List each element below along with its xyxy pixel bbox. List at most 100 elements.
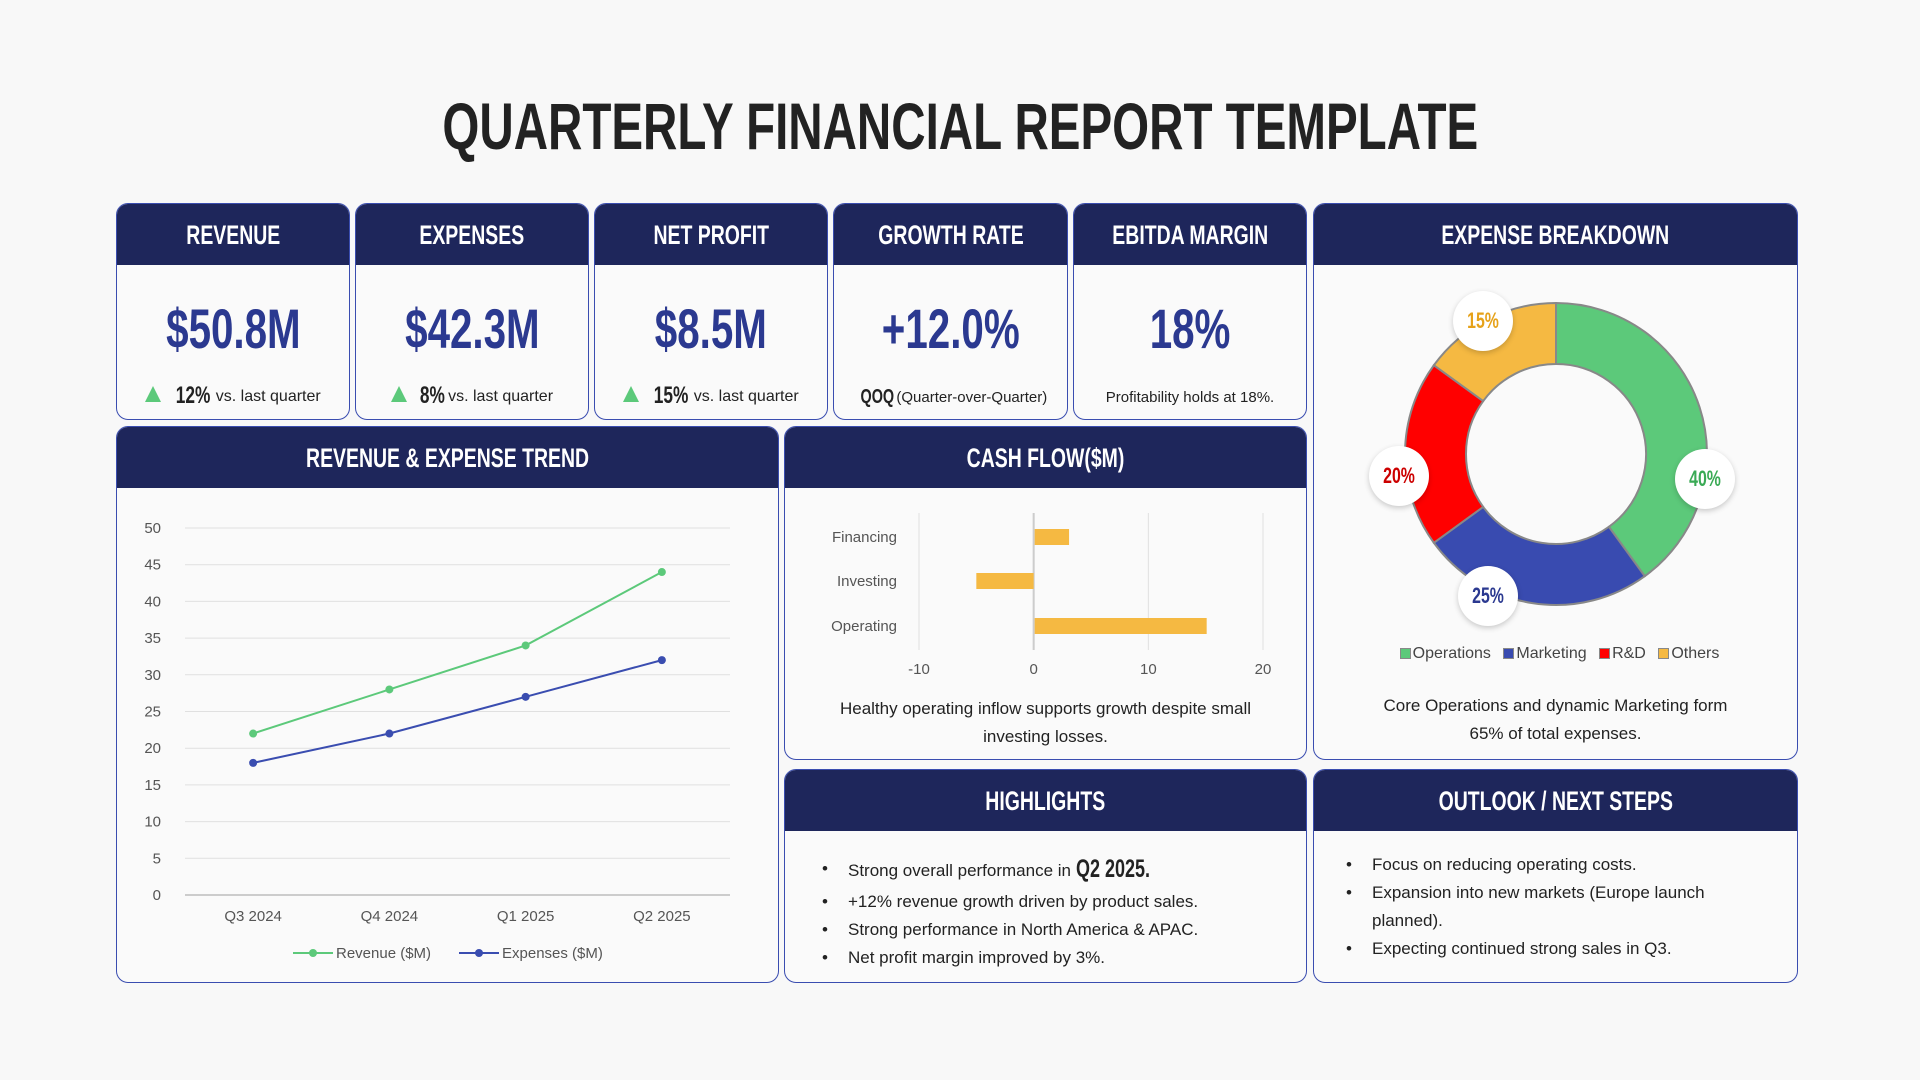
- cashflow-card: CASH FLOW($M) -10 0 10 20 Financing Investing…: [784, 426, 1307, 760]
- legend-label: Expenses ($M): [502, 945, 603, 962]
- x-tick-label: Q4 2024: [361, 908, 419, 925]
- legend-swatch: [1503, 648, 1515, 659]
- bar-chart: -10 0 10 20 Financing Investing Operating: [831, 513, 1272, 678]
- x-tick-label: Q2 2025: [633, 908, 691, 925]
- y-tick-label: 50: [144, 520, 161, 537]
- outlook-list: Focus on reducing operating costs. Expan…: [1346, 851, 1762, 963]
- x-tick-label: Q3 2024: [224, 908, 282, 925]
- data-point: [657, 568, 666, 577]
- x-tick-label: -10: [908, 661, 930, 678]
- y-category-label: Operating: [831, 618, 897, 635]
- kpi-value: 18%: [1149, 297, 1231, 360]
- x-tick-label: 10: [1140, 661, 1157, 678]
- kpi-suffix: Profitability holds at 18%.: [1105, 389, 1275, 406]
- y-category-label: Financing: [832, 529, 897, 546]
- list-item: Expansion into new markets (Europe launc…: [1346, 879, 1762, 935]
- card-title: CASH FLOW($M): [966, 443, 1125, 473]
- highlights-card: HIGHLIGHTS Strong overall performance in…: [784, 769, 1307, 983]
- donut-slice: [1555, 301, 1708, 578]
- list-item: Strong overall performance in Q2 2025.: [822, 852, 1198, 888]
- donut-label-rnd: 20%: [1369, 446, 1429, 506]
- y-tick-label: 40: [144, 593, 161, 610]
- series-line: [252, 571, 663, 735]
- data-point: [521, 641, 530, 650]
- y-tick-label: 30: [144, 667, 161, 684]
- donut-label-operations: 40%: [1675, 449, 1735, 509]
- kpi-card-growth-rate: GROWTH RATE +12.0% QOQ (Quarter-over-Quar…: [833, 203, 1068, 420]
- expense-breakdown-card: EXPENSE BREAKDOWN 40% 25% 20% 15% Operat…: [1313, 203, 1798, 760]
- y-tick-label: 35: [144, 630, 161, 647]
- breakdown-caption: Core Operations and dynamic Marketing fo…: [1383, 696, 1728, 743]
- x-tick-label: Q1 2025: [497, 908, 555, 925]
- kpi-value: $42.3M: [404, 297, 540, 360]
- data-point: [249, 729, 258, 738]
- kpi-label: GROWTH RATE: [877, 220, 1024, 250]
- series-line: [252, 659, 663, 764]
- card-title: HIGHLIGHTS: [985, 786, 1106, 816]
- y-tick-label: 45: [144, 557, 161, 574]
- legend-swatch: [1599, 648, 1611, 659]
- legend-item: Marketing: [1516, 645, 1587, 662]
- cashflow-caption: Healthy operating inflow supports growth…: [839, 699, 1252, 746]
- page-title: QUARTERLY FINANCIAL REPORT TEMPLATE: [442, 89, 1478, 163]
- list-item: Focus on reducing operating costs.: [1346, 851, 1762, 879]
- kpi-suffix: (Quarter-over-Quarter): [896, 389, 1048, 406]
- kpi-card-net-profit: NET PROFIT $8.5M 15% vs. last quarter: [594, 203, 828, 420]
- kpi-suffix: vs. last quarter: [448, 388, 554, 405]
- data-point: [249, 758, 258, 767]
- arrow-up-icon: [145, 386, 162, 402]
- bar: [1034, 529, 1070, 545]
- kpi-value: $8.5M: [654, 297, 768, 360]
- list-item: Net profit margin improved by 3%.: [822, 944, 1198, 972]
- kpi-card-expenses: EXPENSES $42.3M 8% vs. last quarter: [355, 203, 589, 420]
- kpi-change: 12%: [176, 382, 211, 409]
- kpi-label: EXPENSES: [419, 220, 525, 250]
- y-tick-label: 20: [144, 740, 161, 757]
- legend-item: Operations: [1412, 645, 1491, 662]
- legend-item: R&D: [1612, 645, 1646, 662]
- outlook-card: OUTLOOK / NEXT STEPS Focus on reducing o…: [1313, 769, 1798, 983]
- y-category-label: Investing: [837, 573, 897, 590]
- legend-item: Others: [1671, 645, 1720, 662]
- data-point: [385, 729, 394, 738]
- kpi-change: 8%: [419, 382, 445, 409]
- y-tick-label: 5: [153, 850, 161, 867]
- line-chart: 0 5 10 15 20 25 30 35 40 45 50 Q3 2024 Q4 2024 Q1 202…: [144, 520, 730, 962]
- legend-swatch: [1399, 648, 1411, 659]
- legend-swatch: [1658, 648, 1670, 659]
- kpi-value: +12.0%: [881, 297, 1020, 360]
- arrow-up-icon: [390, 386, 407, 402]
- legend-marker: [309, 949, 317, 957]
- highlights-list: Strong overall performance in Q2 2025. +…: [822, 852, 1198, 972]
- y-tick-label: 10: [144, 814, 161, 831]
- kpi-suffix: vs. last quarter: [215, 388, 321, 405]
- kpi-label: NET PROFIT: [653, 220, 769, 250]
- card-title: REVENUE & EXPENSE TREND: [305, 443, 590, 473]
- data-point: [385, 685, 394, 694]
- kpi-change: 15%: [654, 382, 689, 409]
- list-item: Strong performance in North America & AP…: [822, 916, 1198, 944]
- y-tick-label: 25: [144, 704, 161, 721]
- donut-label-marketing: 25%: [1458, 566, 1518, 626]
- donut-chart: [1404, 301, 1708, 606]
- kpi-change: QOQ: [860, 386, 894, 408]
- kpi-suffix: vs. last quarter: [693, 388, 799, 405]
- y-tick-label: 0: [153, 887, 161, 904]
- list-item: +12% revenue growth driven by product sa…: [822, 888, 1198, 916]
- x-tick-label: 20: [1255, 661, 1272, 678]
- arrow-up-icon: [623, 386, 640, 402]
- kpi-value: $50.8M: [165, 297, 301, 360]
- legend-label: Revenue ($M): [336, 945, 431, 962]
- data-point: [657, 656, 666, 665]
- data-point: [521, 692, 530, 701]
- donut-legend: Operations Marketing R&D Others: [1314, 645, 1797, 663]
- card-title: OUTLOOK / NEXT STEPS: [1438, 786, 1673, 816]
- kpi-card-ebitda-margin: EBITDA MARGIN 18% Profitability holds at…: [1073, 203, 1307, 420]
- kpi-card-revenue: REVENUE $50.8M 12% vs. last quarter: [116, 203, 350, 420]
- legend-marker: [475, 949, 483, 957]
- card-title: EXPENSE BREAKDOWN: [1441, 220, 1670, 250]
- donut-label-others: 15%: [1453, 291, 1513, 351]
- kpi-label: EBITDA MARGIN: [1112, 220, 1268, 250]
- x-tick-label: 0: [1029, 661, 1037, 678]
- trend-card: REVENUE & EXPENSE TREND 0 5 10 15 20 25 30 35 40…: [116, 426, 779, 983]
